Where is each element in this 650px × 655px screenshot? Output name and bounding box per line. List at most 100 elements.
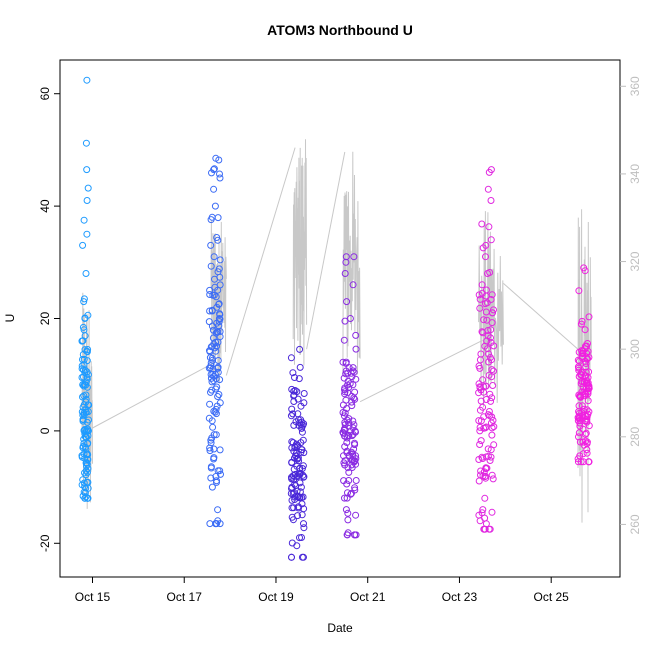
data-point xyxy=(296,345,304,353)
data-point xyxy=(352,452,360,460)
data-point xyxy=(300,524,308,532)
data-point xyxy=(484,332,492,340)
data-point xyxy=(485,350,492,358)
data-point xyxy=(351,388,359,396)
data-point xyxy=(489,416,497,424)
data-point xyxy=(581,267,589,275)
data-point xyxy=(585,422,593,430)
data-point xyxy=(83,197,91,204)
y2-tick-label: 280 xyxy=(628,426,642,446)
data-point xyxy=(490,342,498,350)
data-point xyxy=(209,423,217,431)
data-point xyxy=(210,185,218,193)
data-point xyxy=(352,511,360,519)
data-point xyxy=(578,402,586,410)
data-point xyxy=(345,468,353,476)
data-point xyxy=(485,223,493,231)
data-point xyxy=(348,461,356,469)
data-point xyxy=(343,447,351,455)
data-point xyxy=(292,418,300,426)
data-point xyxy=(479,376,487,384)
data-point xyxy=(479,403,487,411)
data-point xyxy=(83,459,91,467)
data-point xyxy=(486,269,494,276)
data-point xyxy=(289,369,297,377)
data-point xyxy=(297,402,305,410)
data-point xyxy=(216,315,224,323)
y2-tick-label: 340 xyxy=(628,164,642,184)
data-point xyxy=(80,479,88,487)
data-point xyxy=(484,445,492,453)
data-point xyxy=(81,494,89,502)
data-point xyxy=(299,436,307,444)
data-point xyxy=(578,317,586,325)
y-axis-label: U xyxy=(3,314,17,323)
y2-axis: 260 280 300 320 340 360 xyxy=(620,76,642,534)
point-series xyxy=(78,76,593,561)
data-point xyxy=(207,262,215,270)
y-tick-label: 20 xyxy=(38,312,52,326)
data-point xyxy=(300,420,308,428)
y-tick-label: -20 xyxy=(38,534,52,552)
data-point xyxy=(80,298,88,306)
data-point xyxy=(79,444,87,452)
data-point xyxy=(82,270,90,277)
data-point xyxy=(216,446,224,454)
data-point xyxy=(485,358,493,366)
data-point xyxy=(300,520,307,528)
data-point xyxy=(214,467,222,475)
data-point xyxy=(482,474,490,482)
data-point xyxy=(80,401,88,409)
data-point xyxy=(482,253,489,261)
data-point xyxy=(477,417,485,425)
data-point xyxy=(348,402,356,410)
data-point xyxy=(212,338,220,346)
data-point xyxy=(298,428,306,436)
data-point xyxy=(352,331,360,339)
data-point xyxy=(488,291,496,299)
data-point xyxy=(288,485,295,492)
data-point xyxy=(207,439,215,447)
data-point xyxy=(295,470,303,478)
data-point xyxy=(575,287,583,295)
data-point xyxy=(300,449,308,457)
secondary-line-segment-6 xyxy=(342,151,361,375)
data-point xyxy=(351,484,359,492)
secondary-line-segment-1 xyxy=(92,361,216,429)
data-point xyxy=(210,377,218,385)
data-point xyxy=(209,334,217,342)
data-point xyxy=(582,412,590,420)
data-point xyxy=(352,455,360,463)
data-point xyxy=(343,480,351,488)
data-point xyxy=(341,317,349,325)
data-point xyxy=(288,438,296,446)
secondary-line-segment-7 xyxy=(359,339,483,403)
data-point xyxy=(215,391,223,398)
data-point xyxy=(84,484,92,492)
data-point xyxy=(352,345,360,353)
data-point xyxy=(339,358,347,366)
data-point xyxy=(478,220,486,228)
data-point xyxy=(476,295,484,303)
data-point xyxy=(212,154,220,162)
data-point xyxy=(343,494,351,502)
y-tick-label: 40 xyxy=(38,199,52,213)
data-point xyxy=(585,313,593,321)
data-point xyxy=(487,326,495,334)
plot-frame xyxy=(59,59,621,578)
y-axis: -20 0 20 40 60 xyxy=(38,87,60,552)
data-point xyxy=(288,496,296,504)
data-point xyxy=(294,493,302,501)
data-point xyxy=(583,381,591,389)
data-point xyxy=(575,409,583,417)
data-point xyxy=(210,431,218,439)
data-point xyxy=(213,234,221,241)
data-point xyxy=(212,520,220,528)
data-point xyxy=(206,400,214,408)
x-tick-label: Oct 17 xyxy=(167,590,203,604)
data-point xyxy=(83,166,91,174)
data-point xyxy=(80,355,88,363)
data-point xyxy=(350,421,358,429)
data-point xyxy=(208,169,215,177)
